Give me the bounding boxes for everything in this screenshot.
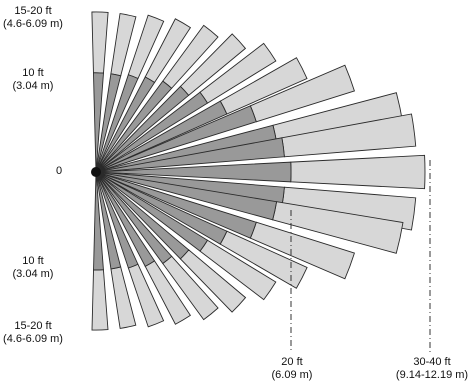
beam-outer-zone <box>290 154 426 190</box>
detection-beam <box>96 18 192 171</box>
label-x-far: 30-40 ft (9.14-12.19 m) <box>395 356 469 381</box>
detection-beam <box>95 174 137 329</box>
label-bottom-10ft: 10 ft (3.04 m) <box>12 255 54 280</box>
detection-beam <box>91 11 109 170</box>
label-top-range: 15-20 ft (4.6-6.09 m) <box>3 5 63 30</box>
detection-beam <box>97 173 247 313</box>
label-bottom-range: 15-20 ft (4.6-6.09 m) <box>3 320 63 345</box>
sensor-origin-point <box>91 167 101 177</box>
label-top-10ft: 10 ft (3.04 m) <box>12 67 54 92</box>
beam-outer-zone <box>91 269 109 331</box>
beam-outer-zone <box>91 11 109 74</box>
detection-beam <box>97 24 219 171</box>
detection-beam <box>98 154 426 190</box>
distance-guide-lines <box>290 160 431 352</box>
detection-beam <box>97 57 308 172</box>
label-x-20ft: 20 ft (6.09 m) <box>271 356 313 381</box>
detection-zone-fans <box>91 11 426 331</box>
detection-beam <box>91 174 109 331</box>
detection-beam <box>98 172 355 280</box>
detection-beam <box>96 174 165 328</box>
label-origin: 0 <box>55 165 63 177</box>
